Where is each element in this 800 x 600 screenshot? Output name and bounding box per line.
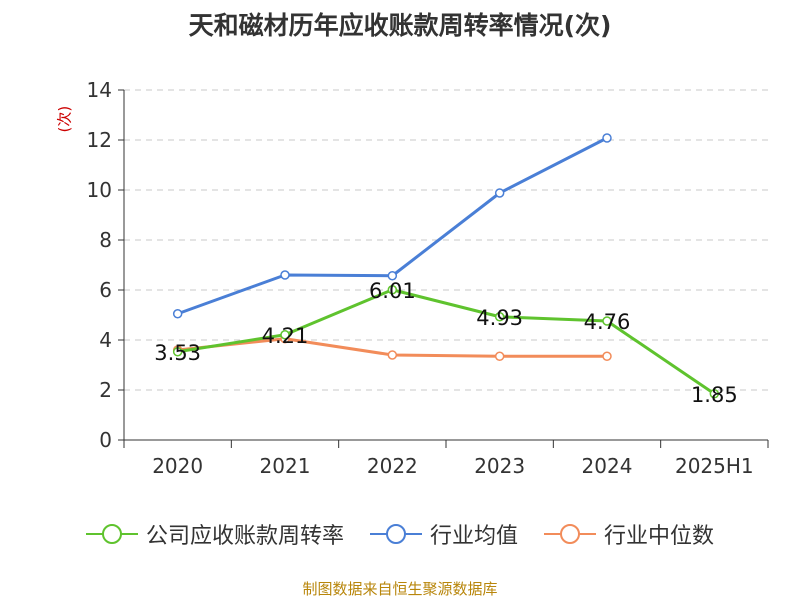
x-tick-label: 2020: [152, 454, 203, 478]
legend-label-company: 公司应收账款周转率: [145, 524, 344, 549]
legend-item-industry-mean[interactable]: 行业均值: [369, 518, 518, 550]
chart-legend: 公司应收账款周转率 行业均值 行业中位数: [0, 518, 800, 550]
data-point: [280, 330, 290, 340]
data-point: [387, 350, 398, 360]
data-point: [280, 270, 290, 280]
y-tick-label: 10: [87, 178, 112, 202]
data-point: [494, 351, 505, 361]
data-point: [172, 347, 183, 357]
data-point: [172, 309, 183, 319]
y-tick-label: 8: [99, 228, 112, 252]
data-point: [602, 351, 612, 361]
x-tick-label: 2022: [367, 454, 418, 478]
data-label: 4.21: [262, 324, 309, 348]
legend-item-industry-median[interactable]: 行业中位数: [544, 518, 714, 550]
series-line: [177, 288, 716, 395]
data-label: 4.76: [584, 310, 631, 334]
legend-label-industry-mean: 行业均值: [429, 524, 518, 549]
data-label: 3.53: [154, 341, 201, 365]
chart-title: 天和磁材历年应收账款周转率情况(次): [188, 11, 612, 40]
legend-item-company[interactable]: 公司应收账款周转率: [85, 518, 344, 550]
legend-swatch-company: [85, 524, 138, 544]
data-point: [387, 285, 398, 295]
data-point: [387, 271, 398, 281]
data-point: [602, 316, 612, 326]
data-label: 4.93: [476, 306, 523, 330]
y-tick-label: 0: [99, 428, 112, 452]
x-tick-label: 2025H1: [675, 454, 754, 478]
y-tick-label: 2: [99, 378, 112, 402]
data-point: [494, 188, 505, 198]
x-tick-label: 2023: [474, 454, 525, 478]
x-tick-label: 2024: [582, 454, 633, 478]
y-tick-label: 4: [99, 328, 112, 352]
data-label: 6.01: [369, 279, 416, 303]
legend-swatch-industry-mean: [369, 524, 422, 544]
x-tick-label: 2021: [260, 454, 311, 478]
data-label: 1.85: [691, 383, 738, 407]
y-tick-label: 6: [99, 278, 112, 302]
y-tick-label: 14: [87, 78, 112, 102]
data-point: [494, 312, 505, 322]
legend-label-industry-median: 行业中位数: [604, 524, 715, 549]
data-point: [602, 133, 612, 143]
legend-swatch-industry-median: [544, 524, 596, 544]
y-tick-label: 12: [87, 128, 112, 152]
data-point: [709, 389, 720, 399]
source-note: 制图数据来自恒生聚源数据库: [302, 580, 498, 598]
